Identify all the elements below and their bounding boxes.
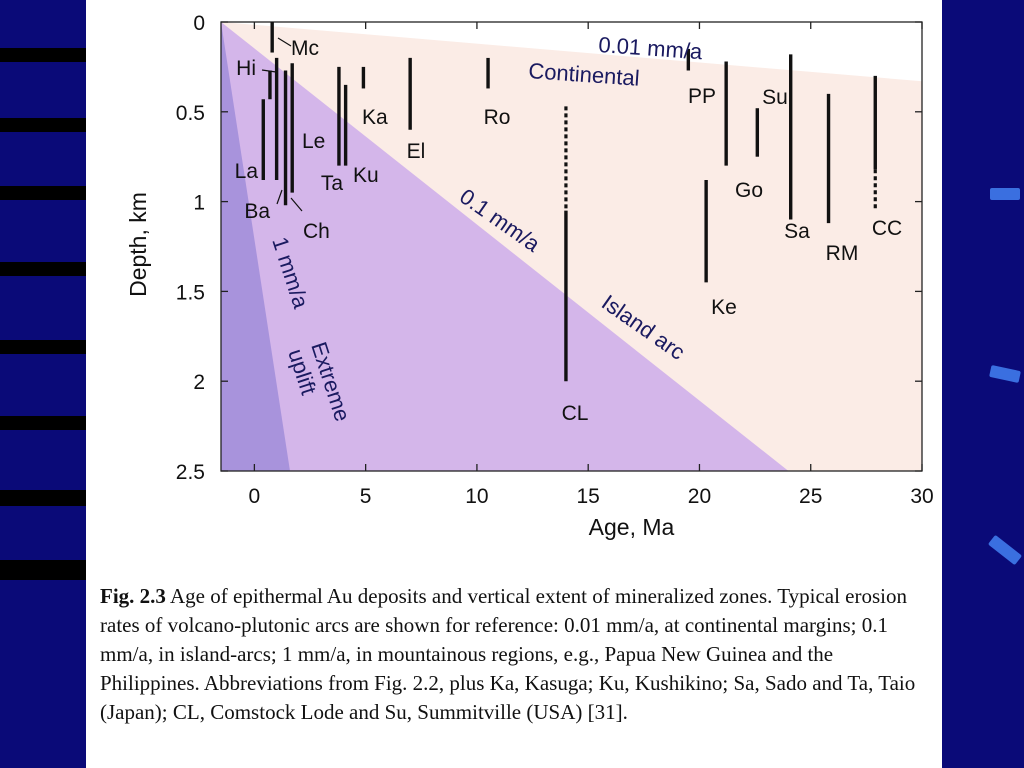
band-stripe	[0, 490, 86, 506]
x-axis-label: Age, Ma	[589, 514, 675, 540]
deposit-label-ta: Ta	[321, 172, 344, 195]
y-tick-label: 2	[193, 371, 205, 394]
plot-frame	[220, 21, 923, 472]
deposit-label-go: Go	[735, 179, 763, 202]
erosion-zones	[221, 22, 922, 471]
deposit-label-ch: Ch	[303, 220, 330, 243]
deposit-label-ke: Ke	[711, 296, 737, 319]
deposit-label-ba: Ba	[244, 200, 270, 223]
deposit-label-ka: Ka	[362, 106, 388, 129]
band-stripe	[0, 118, 86, 132]
decor-dash	[990, 188, 1020, 200]
slide: 0 5 10 15 20 25 30 0 0.5 1 1.5 2 2.5 Age, Ma Depth, km…	[86, 0, 942, 768]
deposit-label-cl: CL	[562, 402, 589, 425]
band-stripe	[0, 48, 86, 62]
deposit-label-sa: Sa	[784, 220, 810, 243]
deposit-label-ro: Ro	[484, 106, 511, 129]
y-tick-label: 0	[193, 12, 205, 35]
y-tick-label: 2.5	[176, 461, 205, 484]
deposit-label-ku: Ku	[353, 164, 379, 187]
y-axis-label: Depth, km	[125, 192, 151, 297]
band-stripe	[0, 262, 86, 276]
deposit-label-cc: CC	[872, 217, 902, 240]
y-tick-label: 0.5	[176, 102, 205, 125]
leader-line-ba	[276, 189, 283, 205]
deposit-label-pp: PP	[688, 85, 716, 108]
x-tick-label: 5	[360, 485, 372, 508]
leader-line-mc	[277, 37, 292, 47]
x-tick-label: 20	[688, 485, 711, 508]
leader-line-ch	[290, 197, 303, 212]
decor-dash	[987, 534, 1023, 566]
figure-caption: Fig. 2.3 Age of epithermal Au deposits a…	[100, 582, 930, 727]
deposit-label-hi: Hi	[236, 57, 256, 80]
x-tick-label: 30	[910, 485, 933, 508]
x-tick-label: 15	[577, 485, 600, 508]
band-stripe	[0, 416, 86, 430]
x-tick-label: 10	[465, 485, 488, 508]
leader-line-hi	[261, 69, 277, 73]
band-stripe	[0, 340, 86, 354]
deposit-label-la: La	[235, 160, 259, 183]
deposit-label-su: Su	[762, 86, 788, 109]
decor-dash	[989, 365, 1021, 383]
caption-text: Age of epithermal Au deposits and vertic…	[100, 584, 916, 724]
deposit-label-mc: Mc	[291, 37, 319, 60]
band-stripe	[0, 186, 86, 200]
zone-extreme-uplift	[221, 22, 290, 471]
band-stripe	[0, 560, 86, 580]
y-tick-label: 1.5	[176, 281, 205, 304]
x-tick-label: 0	[249, 485, 261, 508]
x-tick-label: 25	[799, 485, 822, 508]
deposit-label-rm: RM	[826, 242, 859, 265]
y-tick-label: 1	[193, 192, 205, 215]
zone-island-arc	[221, 22, 789, 471]
depth-age-chart: 0 5 10 15 20 25 30 0 0.5 1 1.5 2 2.5 Age, Ma Depth, km…	[125, 12, 934, 540]
deposit-label-le: Le	[302, 130, 325, 153]
axes: 0 5 10 15 20 25 30 0 0.5 1 1.5 2 2.5 Age, Ma Depth, km	[125, 12, 934, 540]
caption-label: Fig. 2.3	[100, 584, 166, 608]
deposit-label-el: El	[407, 140, 426, 163]
deposit-bars	[261, 22, 877, 382]
